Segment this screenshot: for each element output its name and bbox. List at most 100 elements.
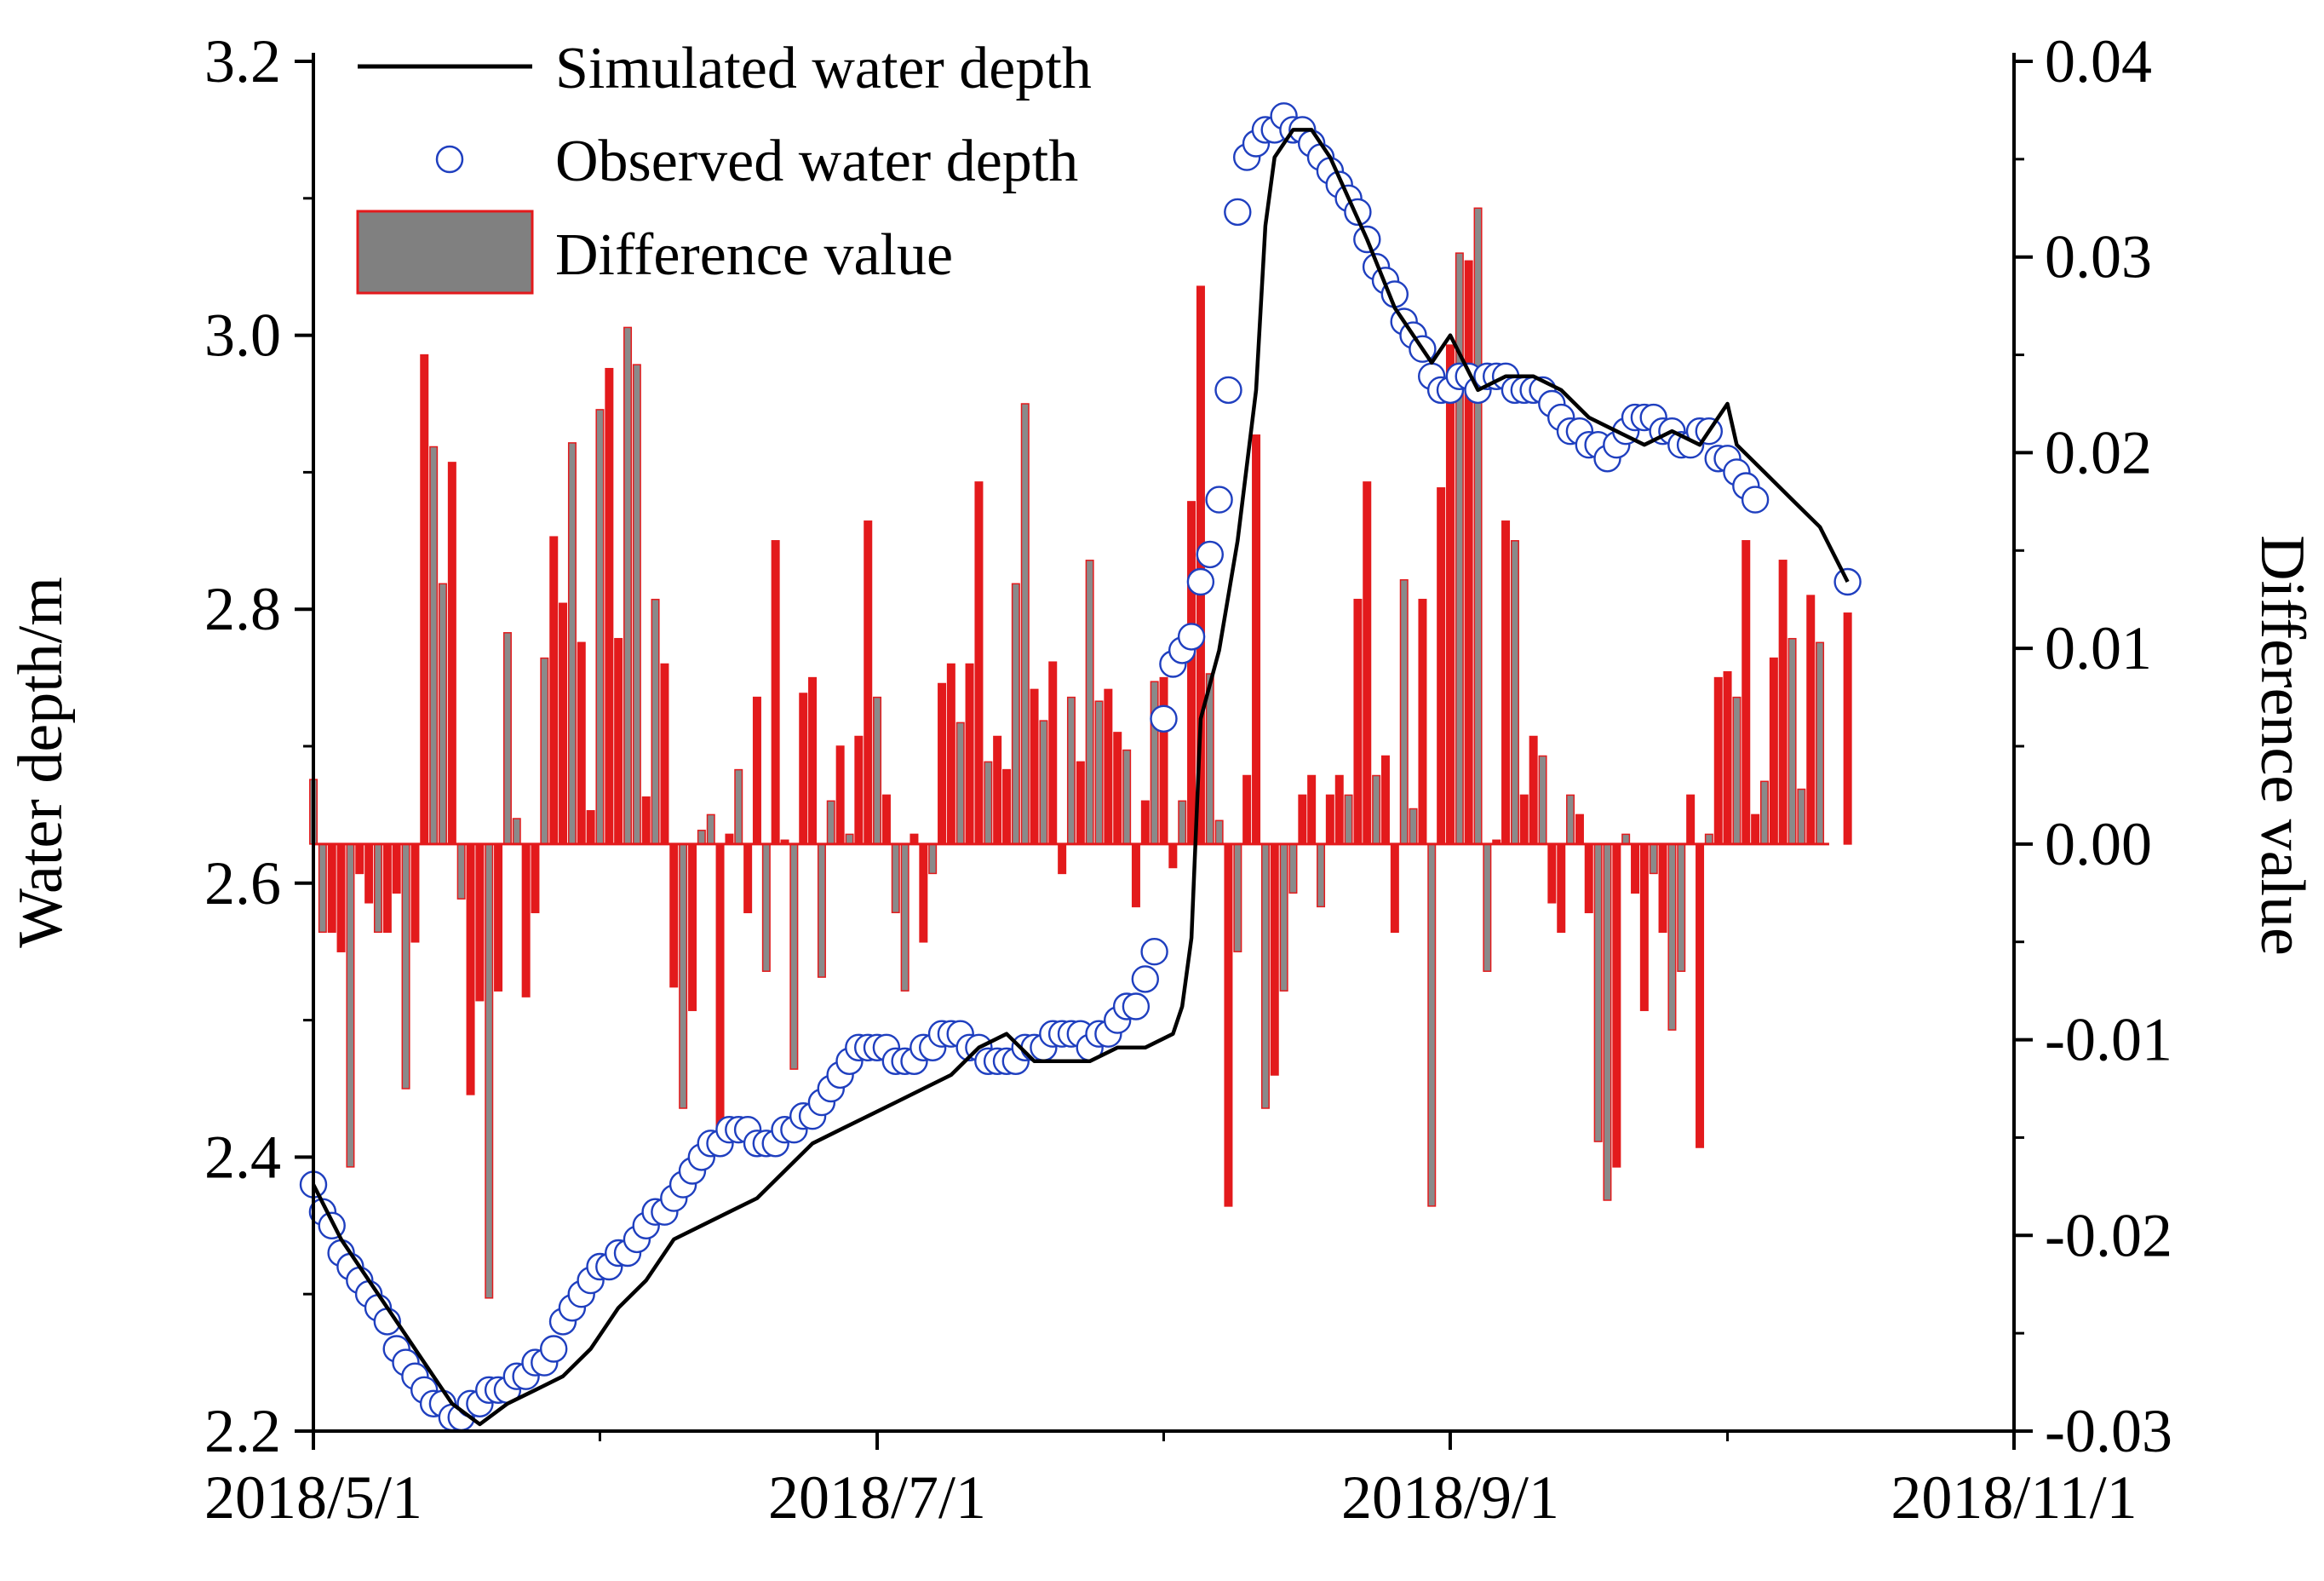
- difference-bar: [910, 833, 919, 845]
- difference-bar: [410, 843, 420, 943]
- difference-bar: [1076, 761, 1085, 845]
- difference-bar: [1631, 843, 1640, 894]
- difference-bar: [789, 843, 799, 1070]
- difference-bar: [752, 696, 761, 845]
- difference-bar: [1455, 252, 1464, 845]
- difference-bar: [475, 843, 485, 1002]
- difference-bar: [817, 843, 826, 978]
- difference-bar: [1769, 657, 1778, 845]
- difference-bar: [1639, 843, 1649, 1011]
- y-left-tick-label: 2.4: [204, 1123, 281, 1191]
- difference-bar: [1252, 434, 1261, 845]
- difference-bar: [1557, 843, 1566, 934]
- difference-bar: [697, 830, 706, 845]
- difference-bar: [1224, 843, 1233, 1207]
- y-right-tick-label: -0.02: [2045, 1201, 2172, 1269]
- observed-point: [1131, 965, 1160, 993]
- difference-bar: [1363, 481, 1372, 845]
- y-axis-label-right: Difference value: [2247, 535, 2317, 956]
- y-left-tick-label: 2.8: [204, 575, 281, 643]
- difference-bar: [1696, 843, 1705, 1148]
- difference-bar: [447, 462, 456, 845]
- observed-point: [1214, 376, 1242, 405]
- difference-bar: [1334, 774, 1344, 845]
- difference-bar: [1603, 843, 1612, 1201]
- x-tick-label: 2018/7/1: [768, 1463, 986, 1532]
- difference-bar: [577, 641, 586, 845]
- difference-bar: [549, 536, 559, 845]
- difference-bar: [799, 693, 808, 845]
- legend: Simulated water depth Observed water dep…: [356, 36, 1092, 295]
- difference-bar: [567, 442, 577, 845]
- difference-bar: [688, 843, 697, 1011]
- difference-bar: [1547, 843, 1557, 904]
- difference-bar: [1094, 700, 1104, 845]
- y-right-tick-label: -0.03: [2045, 1397, 2172, 1465]
- difference-bar: [586, 810, 595, 845]
- difference-bar: [938, 682, 947, 845]
- difference-bar: [355, 843, 364, 875]
- difference-bar: [1742, 540, 1751, 845]
- difference-bar: [984, 761, 993, 845]
- difference-bar: [1372, 774, 1381, 845]
- observed-series: [299, 102, 1862, 1432]
- difference-bar: [1066, 696, 1076, 845]
- difference-bar: [1233, 843, 1242, 952]
- difference-bar: [623, 326, 633, 845]
- difference-bar: [873, 696, 882, 845]
- difference-bar: [1140, 800, 1150, 845]
- difference-bar: [734, 768, 743, 845]
- difference-bar: [1150, 681, 1159, 845]
- y-axis-label-left: Water depth/m: [6, 577, 76, 948]
- difference-bar: [928, 843, 938, 875]
- difference-bar: [725, 833, 734, 845]
- observed-point: [1122, 992, 1151, 1020]
- difference-bar: [1529, 735, 1538, 845]
- difference-bar: [1445, 344, 1455, 845]
- x-tick-label: 2018/5/1: [204, 1463, 422, 1532]
- difference-bar: [864, 520, 873, 845]
- difference-bar: [1787, 637, 1797, 845]
- difference-bar: [1030, 688, 1039, 845]
- difference-bar: [382, 843, 392, 934]
- difference-bar: [559, 602, 568, 845]
- difference-bar: [429, 446, 439, 845]
- difference-bar: [1380, 755, 1390, 845]
- difference-bar: [364, 843, 374, 904]
- y-right-tick-label: -0.01: [2045, 1006, 2172, 1074]
- difference-bar: [771, 540, 780, 845]
- difference-bar: [1566, 794, 1575, 845]
- difference-bar: [919, 843, 928, 943]
- difference-bar: [845, 833, 854, 845]
- difference-bar: [1612, 843, 1621, 1168]
- difference-bar: [1317, 843, 1326, 908]
- difference-bar: [993, 735, 1002, 845]
- difference-bar: [1686, 794, 1696, 845]
- difference-bar: [438, 583, 447, 845]
- y-right-tick-label: 0.03: [2045, 223, 2152, 291]
- y-right-tick-label: 0.02: [2045, 418, 2152, 486]
- difference-bar: [900, 843, 910, 992]
- y-left-tick-label: 2.6: [204, 849, 281, 917]
- difference-bar: [1658, 843, 1667, 934]
- difference-bar: [1325, 794, 1334, 845]
- difference-bar: [1501, 520, 1511, 845]
- y-left-tick-label: 2.2: [204, 1397, 281, 1465]
- difference-bar: [494, 843, 503, 992]
- difference-bars: [309, 207, 1852, 1299]
- observed-point: [1186, 567, 1215, 596]
- difference-bar: [1723, 670, 1732, 845]
- difference-bar: [1178, 800, 1187, 845]
- difference-bar: [1713, 676, 1723, 845]
- difference-bar: [605, 367, 614, 845]
- difference-bar: [835, 745, 845, 845]
- difference-bar: [1759, 780, 1769, 845]
- observed-point: [1741, 486, 1770, 514]
- difference-bar: [1584, 843, 1593, 914]
- difference-bar: [1704, 833, 1713, 845]
- difference-bar: [715, 843, 725, 1148]
- legend-observed-swatch: [435, 145, 464, 174]
- difference-bar: [595, 409, 605, 845]
- y-left-tick-label: 3.0: [204, 302, 281, 370]
- difference-bar: [456, 843, 466, 900]
